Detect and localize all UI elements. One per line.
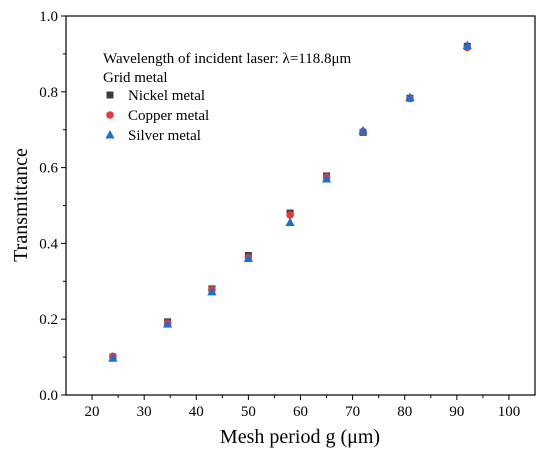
- legend-marker-nickel-metal: [106, 91, 114, 99]
- y-tick-label: 0.6: [39, 161, 58, 177]
- x-tick-label: 70: [345, 404, 360, 420]
- x-tick-label: 80: [397, 404, 412, 420]
- silver-metal-point: [243, 253, 253, 263]
- x-tick-label: 40: [189, 404, 204, 420]
- legend-label-nickel-metal: Nickel metal: [128, 88, 205, 104]
- legend-label-silver-metal: Silver metal: [128, 128, 201, 144]
- x-tick-label: 60: [293, 404, 308, 420]
- chart-annotation: Wavelength of incident laser: λ=118.8μm: [103, 51, 352, 67]
- y-axis-title: Transmittance: [10, 148, 32, 262]
- x-tick-label: 100: [498, 404, 521, 420]
- legend-marker-copper-metal: [106, 111, 114, 119]
- silver-metal-point: [108, 353, 118, 362]
- x-tick-label: 20: [85, 404, 100, 420]
- copper-metal-point: [286, 211, 294, 219]
- x-tick-label: 50: [241, 404, 256, 420]
- y-tick-label: 0.4: [39, 236, 58, 252]
- y-tick-label: 0.0: [39, 388, 58, 404]
- legend-title: Grid metal: [103, 70, 168, 86]
- silver-metal-point: [462, 40, 472, 50]
- silver-metal-point: [405, 92, 415, 101]
- data-marks: [108, 40, 472, 362]
- silver-metal-point: [163, 319, 173, 328]
- x-axis-title: Mesh period g (μm): [220, 426, 380, 448]
- silver-metal-point: [358, 125, 368, 135]
- x-tick-label: 90: [449, 404, 464, 420]
- legend-marker-silver-metal: [105, 130, 115, 139]
- x-tick-label: 30: [137, 404, 152, 420]
- y-tick-label: 0.8: [39, 85, 58, 101]
- silver-metal-point: [321, 173, 332, 183]
- axis-ticks: 20 30 40 50 60 70 80 90 100 0.0 0.2 0.4 0.6 0.8 1.0: [39, 9, 520, 420]
- legend: Nickel metal Copper metal Silver metal: [105, 88, 209, 144]
- silver-metal-point: [207, 286, 217, 296]
- y-tick-label: 1.0: [39, 9, 58, 25]
- y-tick-label: 0.2: [39, 312, 58, 328]
- legend-label-copper-metal: Copper metal: [128, 108, 209, 124]
- silver-metal-point: [285, 217, 295, 227]
